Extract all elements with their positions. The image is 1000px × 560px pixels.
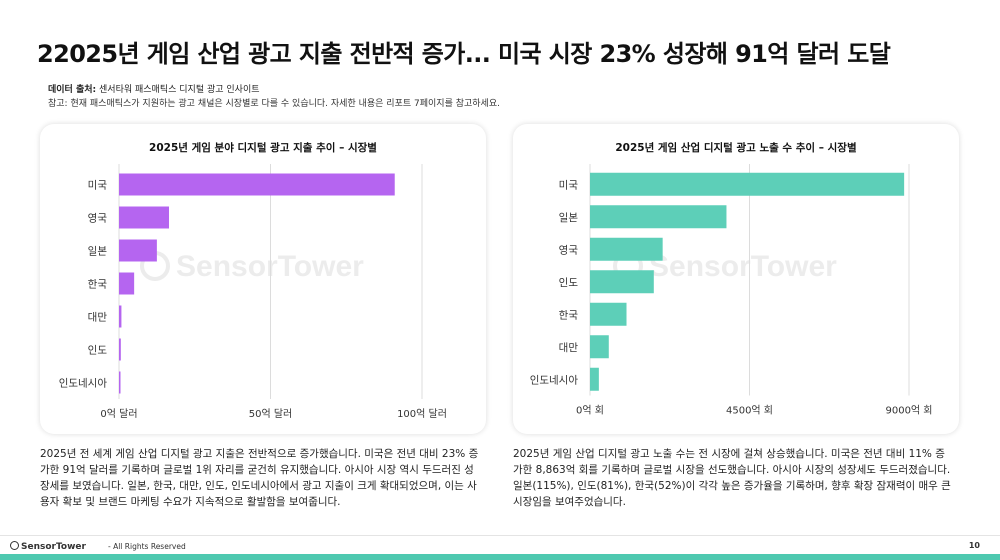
page-title: 22025년 게임 산업 광고 지출 전반적 증가... 미국 시장 23% 성… bbox=[37, 40, 891, 68]
footer-divider bbox=[0, 535, 1000, 536]
bar bbox=[119, 338, 121, 361]
data-source: 데이터 출처: 센서타워 패스매틱스 디지털 광고 인사이트 bbox=[48, 82, 260, 95]
x-tick-label: 50억 달러 bbox=[249, 408, 293, 420]
category-label: 대만 bbox=[559, 342, 579, 354]
x-tick-label: 4500억 회 bbox=[726, 405, 773, 417]
logo-ring-icon bbox=[10, 541, 19, 550]
category-label: 영국 bbox=[88, 213, 108, 225]
category-label: 한국 bbox=[559, 309, 579, 321]
category-label: 한국 bbox=[88, 279, 108, 291]
bar bbox=[590, 367, 599, 391]
category-label: 인도 bbox=[559, 277, 579, 289]
note: 참고: 현재 패스매틱스가 지원하는 광고 채널은 시장별로 다를 수 있습니다… bbox=[48, 99, 500, 109]
footer-logo: SensorTower bbox=[10, 541, 86, 552]
bar bbox=[119, 173, 395, 196]
left-chart-title: 2025년 게임 분야 디지털 광고 지출 추이 – 시장별 bbox=[149, 142, 377, 154]
bar bbox=[119, 371, 121, 394]
bar bbox=[590, 270, 654, 294]
source-label: 데이터 출처: bbox=[48, 85, 97, 95]
bar bbox=[590, 302, 627, 326]
bar bbox=[119, 272, 135, 295]
category-label: 인도네시아 bbox=[530, 374, 579, 386]
x-tick-label: 0억 달러 bbox=[100, 408, 137, 420]
category-label: 영국 bbox=[559, 244, 579, 256]
category-label: 미국 bbox=[88, 180, 108, 192]
category-label: 일본 bbox=[559, 211, 579, 224]
category-label: 인도네시아 bbox=[59, 378, 108, 390]
left-description: 2025년 전 세계 게임 산업 디지털 광고 지출은 전반적으로 증가했습니다… bbox=[40, 448, 479, 508]
bar bbox=[590, 205, 727, 229]
x-tick-label: 0억 회 bbox=[576, 405, 604, 417]
bar bbox=[119, 305, 122, 328]
x-tick-label: 100억 달러 bbox=[397, 408, 447, 420]
category-label: 인도 bbox=[88, 345, 108, 357]
right-chart-title: 2025년 게임 산업 디지털 광고 노출 수 추이 – 시장별 bbox=[615, 142, 857, 154]
source-value: 센서타워 패스매틱스 디지털 광고 인사이트 bbox=[99, 85, 260, 95]
x-tick-label: 9000억 회 bbox=[885, 405, 932, 417]
footer-copyright: - All Rights Reserved bbox=[108, 542, 186, 551]
bar bbox=[119, 206, 169, 229]
bar bbox=[119, 239, 157, 262]
category-label: 미국 bbox=[559, 179, 579, 191]
bar bbox=[590, 237, 663, 261]
category-label: 대만 bbox=[88, 312, 108, 324]
bar bbox=[590, 172, 905, 196]
page-number: 10 bbox=[968, 541, 980, 550]
right-description: 2025년 게임 산업 디지털 광고 노출 수는 전 시장에 걸쳐 상승했습니다… bbox=[513, 448, 951, 508]
category-label: 일본 bbox=[88, 245, 108, 258]
bar bbox=[590, 335, 609, 359]
bottom-accent-bar bbox=[0, 554, 1000, 560]
